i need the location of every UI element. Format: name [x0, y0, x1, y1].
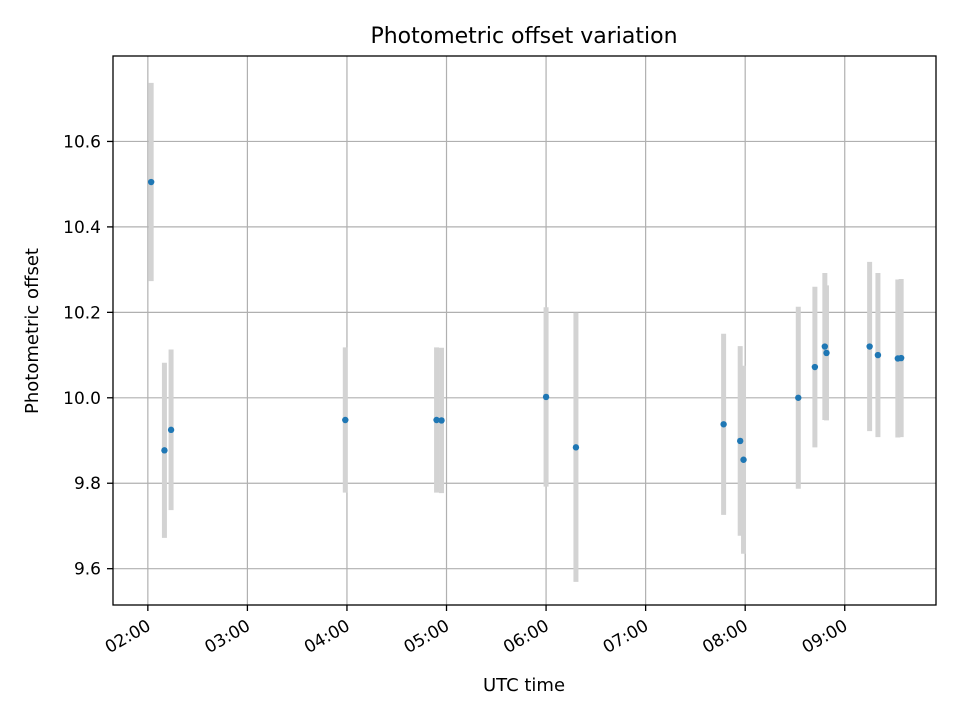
x-axis-label: UTC time	[483, 675, 565, 696]
data-point	[433, 416, 440, 424]
data-point	[161, 447, 168, 454]
x-tick-label: 03:00	[201, 616, 253, 658]
data-point	[438, 417, 445, 424]
data-point	[737, 437, 744, 445]
y-tick-label: 10.0	[63, 389, 101, 409]
plot-frame	[112, 55, 937, 606]
data-point	[823, 349, 830, 357]
data-point	[720, 421, 727, 428]
x-tick-label: 06:00	[500, 616, 552, 658]
y-axis-label: Photometric offset	[22, 248, 43, 414]
y-tick-label: 9.8	[74, 474, 101, 494]
y-tick-label: 10.2	[63, 303, 101, 323]
data-point	[542, 393, 550, 401]
y-tick-label: 9.6	[74, 560, 101, 580]
x-tick-label: 09:00	[799, 616, 851, 658]
y-tick-label: 10.4	[63, 218, 101, 238]
data-point	[342, 416, 349, 424]
x-tick-label: 08:00	[699, 616, 751, 658]
data-point	[740, 456, 747, 463]
x-tick-label: 05:00	[401, 616, 453, 658]
data-point	[811, 363, 819, 371]
y-tick-label: 10.6	[63, 132, 101, 152]
x-tick-label: 02:00	[102, 616, 154, 658]
x-tick-label: 07:00	[600, 616, 652, 658]
data-point	[874, 351, 882, 359]
error-bars	[148, 82, 904, 582]
data-point	[821, 343, 829, 350]
x-axis-ticks: 02:00 03:00 04:00 05:00 06:00 07:00 08:00 09:00	[102, 605, 851, 658]
data-point	[572, 444, 580, 451]
data-point	[897, 354, 905, 362]
data-point	[866, 343, 873, 350]
y-axis-ticks: 9.6 9.8 10.0 10.2 10.4 10.6	[63, 132, 113, 580]
x-tick-label: 04:00	[301, 616, 353, 658]
data-point	[167, 426, 175, 434]
data-points	[147, 178, 905, 463]
data-point	[795, 394, 802, 401]
chart-title: Photometric offset variation	[370, 24, 677, 49]
data-point	[147, 178, 155, 186]
